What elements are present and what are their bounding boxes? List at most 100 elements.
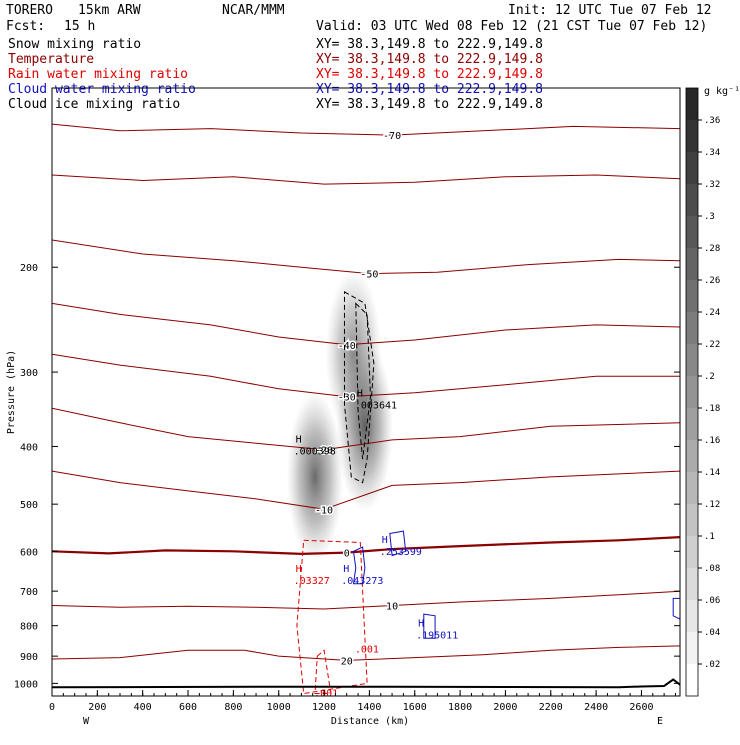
colorbar-swatch [686, 440, 698, 473]
colorbar-frame [685, 87, 699, 697]
temperature-contour [52, 302, 680, 346]
maximum-value: .03327 [294, 576, 330, 587]
maximum-marker: H [357, 389, 363, 400]
y-tick-label: 400 [20, 442, 38, 453]
x-axis: 0 200 400 600 800 1000 1200 1400 1600 1800 2000 220… [49, 690, 676, 713]
temperature-label: -50 [360, 270, 378, 281]
cloud-water-contour [352, 546, 366, 585]
y-tick-label: 300 [20, 368, 38, 379]
maximum-value: .001 [355, 644, 379, 655]
rain-contour [296, 539, 368, 695]
x-tick-label: 2000 [493, 702, 517, 713]
cloud-water-contour [672, 597, 680, 620]
cloud-ice-contour [355, 302, 372, 460]
temperature-contour [52, 536, 680, 556]
model-resolution: 15km ARW [78, 3, 141, 18]
maximum-marker: H [296, 564, 302, 575]
temperature-contour [52, 239, 680, 275]
colorbar-tick-label: .28 [704, 244, 720, 254]
colorbar-tick-label: .2 [704, 372, 715, 382]
colorbar-tick-label: .14 [704, 468, 720, 478]
field-legend: Snow mixing ratio XY= 38.3,149.8 to 222.9… [8, 37, 543, 112]
colorbar-tick-label: .24 [704, 308, 720, 318]
field-xy: XY= 38.3,149.8 to 222.9,149.8 [316, 67, 543, 82]
x-tick-label: 1200 [312, 702, 336, 713]
field-xy: XY= 38.3,149.8 to 222.9,149.8 [316, 97, 543, 112]
plot-frame [51, 87, 681, 697]
y-tick-label: 900 [20, 652, 38, 663]
temperature-label: -30 [338, 393, 356, 404]
colorbar-tick-label: .02 [704, 660, 720, 670]
colorbar-swatch [686, 184, 698, 217]
temperature-contour [52, 174, 680, 185]
maximum-marker: H [382, 535, 388, 546]
x-end-right: E [657, 716, 663, 727]
colorbar-tick-label: .26 [704, 276, 720, 286]
x-tick-label: 2200 [539, 702, 563, 713]
colorbar-swatch [686, 632, 698, 665]
maximum-marker: H [343, 564, 349, 575]
cloud-water-contour [389, 530, 407, 557]
maximum-marker: H [296, 434, 302, 445]
colorbar-tick-label: .3 [704, 212, 715, 222]
center-name: NCAR/MMM [222, 3, 285, 18]
temperature-contour [52, 407, 680, 451]
init-time: Init: 12 UTC Tue 07 Feb 12 [508, 3, 712, 18]
colorbar-swatch [686, 536, 698, 569]
colorbar-tick-label: .12 [704, 500, 720, 510]
temperature-contour [52, 470, 680, 510]
field-name: Temperature [8, 52, 94, 67]
x-tick-label: 1800 [448, 702, 472, 713]
colorbar-swatch [686, 344, 698, 377]
field-name: Rain water mixing ratio [8, 67, 188, 82]
temperature-label: 0 [344, 549, 350, 560]
y-tick-label: 200 [20, 263, 38, 274]
colorbar-swatch [686, 120, 698, 153]
x-tick-label: 600 [179, 702, 197, 713]
colorbar-tick-label: .32 [704, 180, 720, 190]
temperature-label: -10 [315, 505, 333, 516]
y-axis-title: Pressure (hPa) [6, 350, 17, 434]
maximum-marker: H [418, 618, 424, 629]
temperature-label: 10 [386, 602, 398, 613]
temperature-contour [52, 353, 680, 398]
maximum-value: .195011 [416, 630, 458, 641]
colorbar-swatch [686, 376, 698, 409]
maximum-value: .003641 [355, 401, 397, 412]
colorbar-swatch [686, 568, 698, 601]
maximum-value: .253599 [380, 547, 422, 558]
temperature-label: 20 [341, 656, 353, 667]
colorbar-swatch [686, 472, 698, 505]
model-name: TORERO [6, 3, 53, 18]
colorbar-tick-label: .04 [704, 628, 720, 638]
colorbar-tick-label: .36 [704, 116, 720, 126]
cloud-water-contour [423, 613, 436, 639]
x-end-left: W [83, 716, 90, 727]
temperature-label: -20 [315, 446, 333, 457]
forecast-label: Fcst: [6, 19, 45, 34]
field-name: Snow mixing ratio [8, 37, 141, 52]
forecast-value: 15 h [64, 19, 95, 34]
maximum-value: .043273 [341, 576, 383, 587]
contour-layer: -70 -50 -40 -30 -20 -10 0 10 20 [52, 123, 680, 695]
colorbar-swatch [686, 408, 698, 441]
colorbar-tick-label: .1 [704, 532, 715, 542]
field-xy: XY= 38.3,149.8 to 222.9,149.8 [316, 37, 543, 52]
colorbar-swatch [686, 88, 698, 121]
colorbar: g kg⁻¹ .36 .34 .32 .3 .28 .26 .24 .22 .2 .18 .16 .1… [685, 86, 740, 697]
x-tick-label: 0 [49, 702, 55, 713]
x-tick-label: 1600 [403, 702, 427, 713]
colorbar-swatch [686, 504, 698, 537]
field-xy: XY= 38.3,149.8 to 222.9,149.8 [316, 82, 543, 97]
maximum-value: .000398 [294, 446, 336, 457]
temperature-label: -70 [383, 131, 401, 142]
colorbar-tick-label: .16 [704, 436, 720, 446]
temperature-label: -40 [338, 341, 356, 352]
colorbar-tick-label: .08 [704, 564, 720, 574]
colorbar-tick-label: .06 [704, 596, 720, 606]
colorbar-swatch [686, 248, 698, 281]
colorbar-swatch [686, 600, 698, 633]
x-tick-label: 400 [134, 702, 152, 713]
